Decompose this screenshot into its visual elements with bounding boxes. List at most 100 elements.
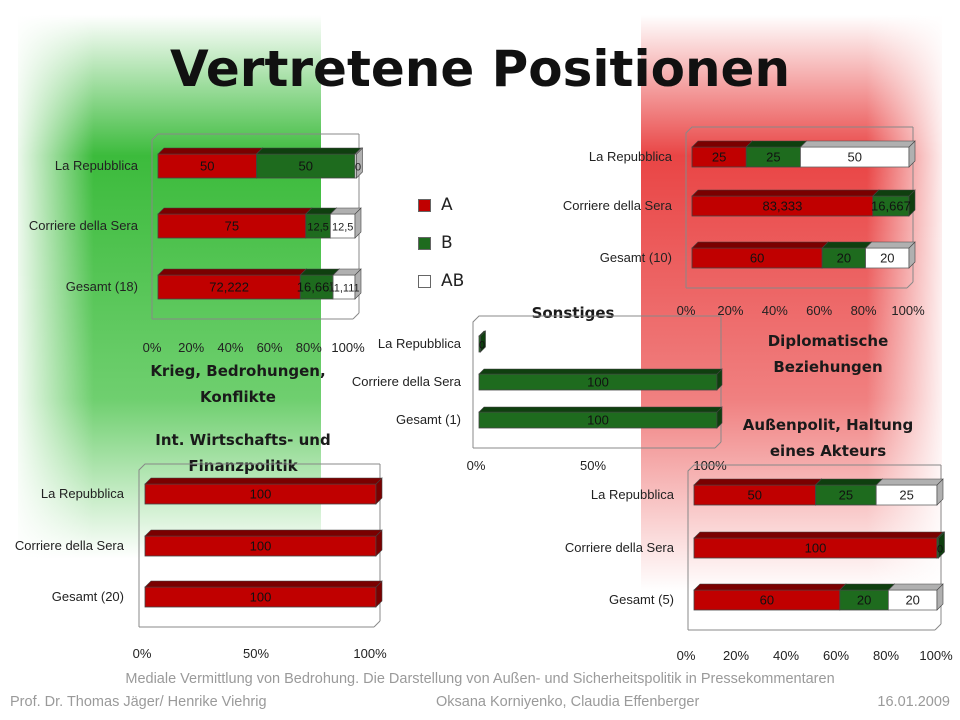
chart-aussenpolitik-category-label: Corriere della Sera: [565, 540, 675, 555]
bar-diplomatie-b-depth: [872, 189, 916, 197]
chart-krieg-category-label: Gesamt (18): [66, 279, 138, 294]
data-label-aussenpolitik-a: 60: [760, 593, 774, 608]
chart-sonstiges-category-label: La Repubblica: [378, 336, 462, 351]
bar-krieg-ab-depth: [332, 268, 362, 276]
chart-sonstiges-x-axis-depth: [714, 441, 722, 449]
chart-wirtschaft-axis-frame: [138, 463, 380, 627]
bar-krieg-b-depth: [299, 268, 340, 276]
bar-diplomatie-a-depth: [691, 241, 829, 249]
bar-aussenpolitik-b-depth: [814, 478, 883, 486]
chart-diplomatie-category-label: La Repubblica: [589, 149, 673, 164]
data-label-aussenpolitik-b: 20: [857, 593, 871, 608]
bar-diplomatie-a-depth: [691, 140, 753, 148]
chart-title-aussenpolitik: Außenpolit, Haltung eines Akteurs: [742, 416, 914, 460]
chart-wirtschaft-plot: 0% 50% 100% La Repubblica 100 Corriere della …: [15, 463, 387, 661]
bar-aussenpolitik-a-depth: [693, 478, 823, 486]
chart-aussenpolitik-axis-frame: [687, 464, 941, 630]
legend-label-a: A: [441, 195, 453, 215]
bar-krieg-a-depth: [157, 268, 308, 276]
chart-krieg-axis-frame: [151, 133, 359, 319]
footer-date: 16.01.2009: [877, 694, 950, 710]
bar-diplomatie-a-depth: [691, 189, 880, 197]
chart-sonstiges-category-label: Gesamt (1): [396, 412, 461, 427]
chart-krieg-category-label: La Repubblica: [55, 158, 139, 173]
data-label-aussenpolitik-a: 50: [748, 488, 762, 503]
legend-item-a: A: [418, 186, 464, 224]
bar-krieg-a: [157, 153, 257, 179]
data-label-krieg-a: 72,222: [209, 280, 249, 295]
chart-wirtschaft-tick-label: 100%: [353, 646, 387, 661]
chart-wirtschaft-category-label: Gesamt (20): [52, 589, 124, 604]
data-label-aussenpolitik-ab: 25: [899, 488, 913, 503]
chart-title-wirtschaft: Int. Wirtschafts- und Finanzpolitik: [155, 431, 331, 475]
bar-krieg-a: [157, 213, 307, 239]
chart-sonstiges-tick-label: 0%: [467, 458, 486, 473]
chart-wirtschaft-tick-label: 50%: [243, 646, 269, 661]
data-label-sonstiges-b: 0: [479, 340, 485, 352]
data-label-aussenpolitik-a: 100: [805, 541, 827, 556]
data-label-wirtschaft-a: 100: [250, 487, 272, 502]
chart-legend: A B AB: [418, 186, 464, 300]
bar-diplomatie-ab-depth: [799, 140, 916, 148]
bar-diplomatie-ab-depth: [864, 241, 916, 249]
data-label-aussenpolitik-ab: 20: [905, 593, 919, 608]
chart-diplomatie-category-label: Corriere della Sera: [563, 198, 673, 213]
chart-krieg-category-label: Corriere della Sera: [29, 218, 139, 233]
footer-authors: Prof. Dr. Thomas Jäger/ Henrike Viehrig: [10, 694, 267, 710]
bar-krieg-b-depth: [255, 147, 362, 155]
chart-title-diplomatie: Diplomatische Beziehungen: [767, 332, 889, 376]
footer-students: Oksana Korniyenko, Claudia Effenberger: [436, 694, 700, 710]
data-label-sonstiges-b: 100: [587, 375, 609, 390]
chart-krieg-plot: 0% 20% 40% 60% 80% 100% La Repubblica 50 50 0 Corr…: [29, 133, 365, 355]
data-label-wirtschaft-a: 100: [250, 539, 272, 554]
chart-diplomatie-tick-label: 100%: [891, 303, 925, 318]
chart-sonstiges-category-label: Corriere della Sera: [352, 374, 462, 389]
chart-aussenpolitik-category-label: La Repubblica: [591, 487, 675, 502]
bar-aussenpolitik-b-depth: [936, 531, 946, 539]
chart-aussenpolitik-tick-label: 20%: [723, 648, 749, 663]
chart-sonstiges-axis-frame: [472, 315, 721, 448]
chart-sonstiges-tick-label: 50%: [580, 458, 606, 473]
data-label-sonstiges-b: 100: [587, 413, 609, 428]
data-label-diplomatie-ab: 50: [848, 150, 862, 165]
chart-krieg-tick-label: 60%: [257, 340, 283, 355]
bar-krieg-a-depth: [157, 147, 264, 155]
legend-item-b: B: [418, 224, 464, 262]
data-label-krieg-ab: 0: [355, 162, 361, 174]
bar-aussenpolitik-ab-depth: [875, 478, 944, 486]
chart-aussenpolitik-tick-label: 60%: [823, 648, 849, 663]
legend-swatch-a: [418, 198, 431, 212]
data-label-diplomatie-b: 25: [766, 150, 780, 165]
chart-diplomatie-tick-label: 40%: [762, 303, 788, 318]
data-label-krieg-a: 75: [225, 219, 239, 234]
chart-aussenpolitik-category-label: Gesamt (5): [609, 592, 674, 607]
data-label-diplomatie-a: 83,333: [763, 199, 803, 214]
chart-title-krieg: Krieg, Bedrohungen, Konflikte: [150, 362, 326, 406]
data-label-krieg-b: 16,667: [297, 280, 337, 295]
chart-diplomatie-tick-label: 0%: [677, 303, 696, 318]
footer-subtitle: Mediale Vermittlung von Bedrohung. Die D…: [125, 671, 835, 687]
bar-krieg-b: [256, 153, 356, 179]
bar-wirtschaft-a-depth: [144, 477, 383, 485]
legend-swatch-b: [418, 236, 431, 250]
data-label-diplomatie-a: 60: [750, 251, 764, 266]
slide-title: Vertretene Positionen: [169, 40, 791, 98]
chart-wirtschaft-category-label: La Repubblica: [41, 486, 125, 501]
data-label-krieg-ab: 11,111: [328, 283, 359, 295]
chart-wirtschaft-tick-label: 0%: [133, 646, 152, 661]
chart-diplomatie-tick-label: 20%: [717, 303, 743, 318]
chart-diplomatie-axis-frame: [685, 126, 913, 288]
data-label-diplomatie-ab: 20: [880, 251, 894, 266]
bar-krieg-a: [157, 274, 301, 300]
chart-aussenpolitik-tick-label: 100%: [919, 648, 953, 663]
bar-sonstiges-b-depth: [478, 406, 723, 413]
data-label-diplomatie-b: 16,667: [871, 199, 911, 214]
data-label-aussenpolitik-b: 0: [937, 544, 943, 556]
data-label-krieg-b: 12,5: [307, 222, 328, 234]
bar-aussenpolitik-a-depth: [693, 531, 944, 539]
chart-krieg-tick-label: 100%: [331, 340, 365, 355]
legend-swatch-ab: [418, 274, 431, 288]
bar-wirtschaft-a-depth: [144, 529, 383, 537]
bar-wirtschaft-a-depth: [144, 580, 383, 588]
